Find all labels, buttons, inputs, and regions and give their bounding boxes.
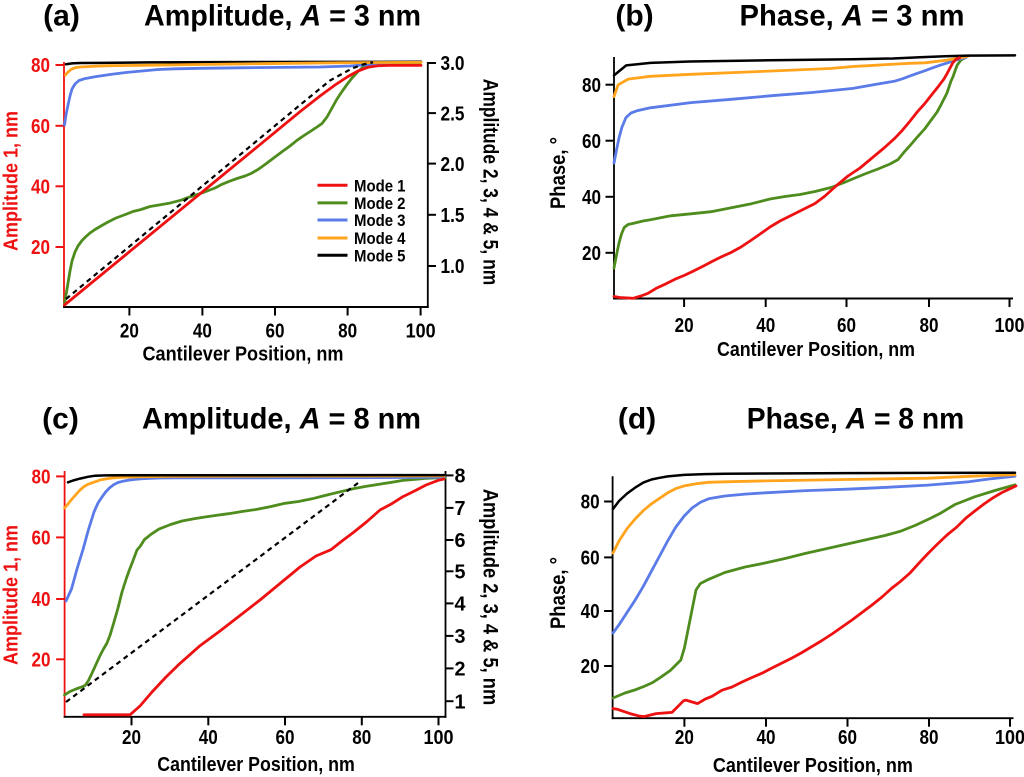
svg-text:7: 7 [455, 498, 466, 520]
svg-text:Cantilever Position, nm: Cantilever Position, nm [157, 754, 355, 776]
svg-text:60: 60 [276, 727, 295, 749]
svg-text:80: 80 [352, 727, 371, 749]
svg-text:60: 60 [582, 131, 601, 153]
svg-text:(b): (b) [615, 0, 653, 33]
svg-text:80: 80 [31, 55, 50, 77]
svg-text:100: 100 [995, 727, 1024, 749]
svg-text:40: 40 [757, 727, 776, 749]
svg-text:Amplitude 1, nm: Amplitude 1, nm [1, 525, 23, 665]
svg-text:20: 20 [582, 243, 601, 265]
svg-text:4: 4 [455, 594, 467, 616]
svg-text:60: 60 [838, 727, 857, 749]
svg-text:(d): (d) [618, 403, 656, 436]
svg-text:40: 40 [581, 601, 600, 623]
svg-text:5: 5 [455, 562, 466, 584]
svg-text:1: 1 [455, 691, 466, 713]
svg-text:3: 3 [455, 626, 466, 648]
svg-text:20: 20 [31, 237, 50, 259]
svg-text:60: 60 [266, 321, 285, 343]
svg-text:2: 2 [455, 659, 466, 681]
svg-text:Phase, °: Phase, ° [547, 557, 570, 629]
svg-text:60: 60 [32, 528, 51, 550]
svg-text:40: 40 [31, 177, 50, 199]
svg-text:80: 80 [582, 75, 601, 97]
svg-text:100: 100 [995, 315, 1024, 337]
svg-text:20: 20 [120, 321, 139, 343]
svg-text:Cantilever Position, nm: Cantilever Position, nm [713, 755, 913, 777]
svg-text:Amplitude, A = 3 nm: Amplitude, A = 3 nm [144, 0, 421, 33]
svg-text:40: 40 [193, 321, 212, 343]
svg-text:1.0: 1.0 [441, 256, 465, 278]
svg-text:Cantilever Position, nm: Cantilever Position, nm [143, 344, 344, 366]
svg-text:100: 100 [424, 727, 454, 749]
svg-text:Cantilever Position, nm: Cantilever Position, nm [717, 339, 915, 361]
svg-text:100: 100 [406, 321, 436, 343]
svg-text:40: 40 [32, 589, 51, 611]
svg-text:60: 60 [581, 548, 600, 570]
svg-text:Amplitude 2, 3, 4 & 5, nm: Amplitude 2, 3, 4 & 5, nm [479, 79, 502, 286]
svg-text:80: 80 [338, 321, 357, 343]
svg-text:Phase, A = 8 nm: Phase, A = 8 nm [747, 403, 965, 436]
svg-text:20: 20 [32, 650, 51, 672]
svg-text:Amplitude 1, nm: Amplitude 1, nm [1, 111, 23, 251]
svg-text:3.0: 3.0 [441, 53, 465, 75]
svg-text:40: 40 [199, 727, 218, 749]
svg-text:60: 60 [31, 116, 50, 138]
svg-text:1.5: 1.5 [441, 205, 465, 227]
svg-text:Amplitude, A = 8 nm: Amplitude, A = 8 nm [142, 403, 421, 436]
svg-text:20: 20 [581, 656, 600, 678]
svg-text:60: 60 [837, 315, 856, 337]
svg-text:Mode 2: Mode 2 [354, 194, 406, 213]
svg-text:80: 80 [32, 467, 51, 489]
svg-text:40: 40 [582, 187, 601, 209]
svg-text:20: 20 [675, 727, 694, 749]
svg-text:8: 8 [455, 466, 466, 488]
svg-text:6: 6 [455, 530, 466, 552]
svg-text:20: 20 [122, 727, 141, 749]
svg-text:(a): (a) [43, 0, 80, 33]
svg-text:2.5: 2.5 [441, 103, 465, 125]
svg-text:2.0: 2.0 [441, 154, 465, 176]
svg-text:Mode 5: Mode 5 [354, 247, 406, 266]
svg-text:Mode 3: Mode 3 [354, 211, 406, 230]
svg-text:Phase, A = 3 nm: Phase, A = 3 nm [740, 0, 965, 33]
svg-text:Amplitude 2, 3, 4 & 5, nm: Amplitude 2, 3, 4 & 5, nm [479, 489, 502, 706]
svg-text:80: 80 [920, 315, 939, 337]
svg-text:20: 20 [675, 315, 694, 337]
svg-text:80: 80 [581, 492, 600, 514]
svg-text:Phase, °: Phase, ° [547, 137, 570, 209]
svg-text:Mode 4: Mode 4 [354, 229, 406, 248]
svg-text:Mode 1: Mode 1 [354, 177, 406, 196]
svg-text:40: 40 [756, 315, 775, 337]
svg-text:80: 80 [920, 727, 939, 749]
svg-text:(c): (c) [42, 403, 79, 436]
